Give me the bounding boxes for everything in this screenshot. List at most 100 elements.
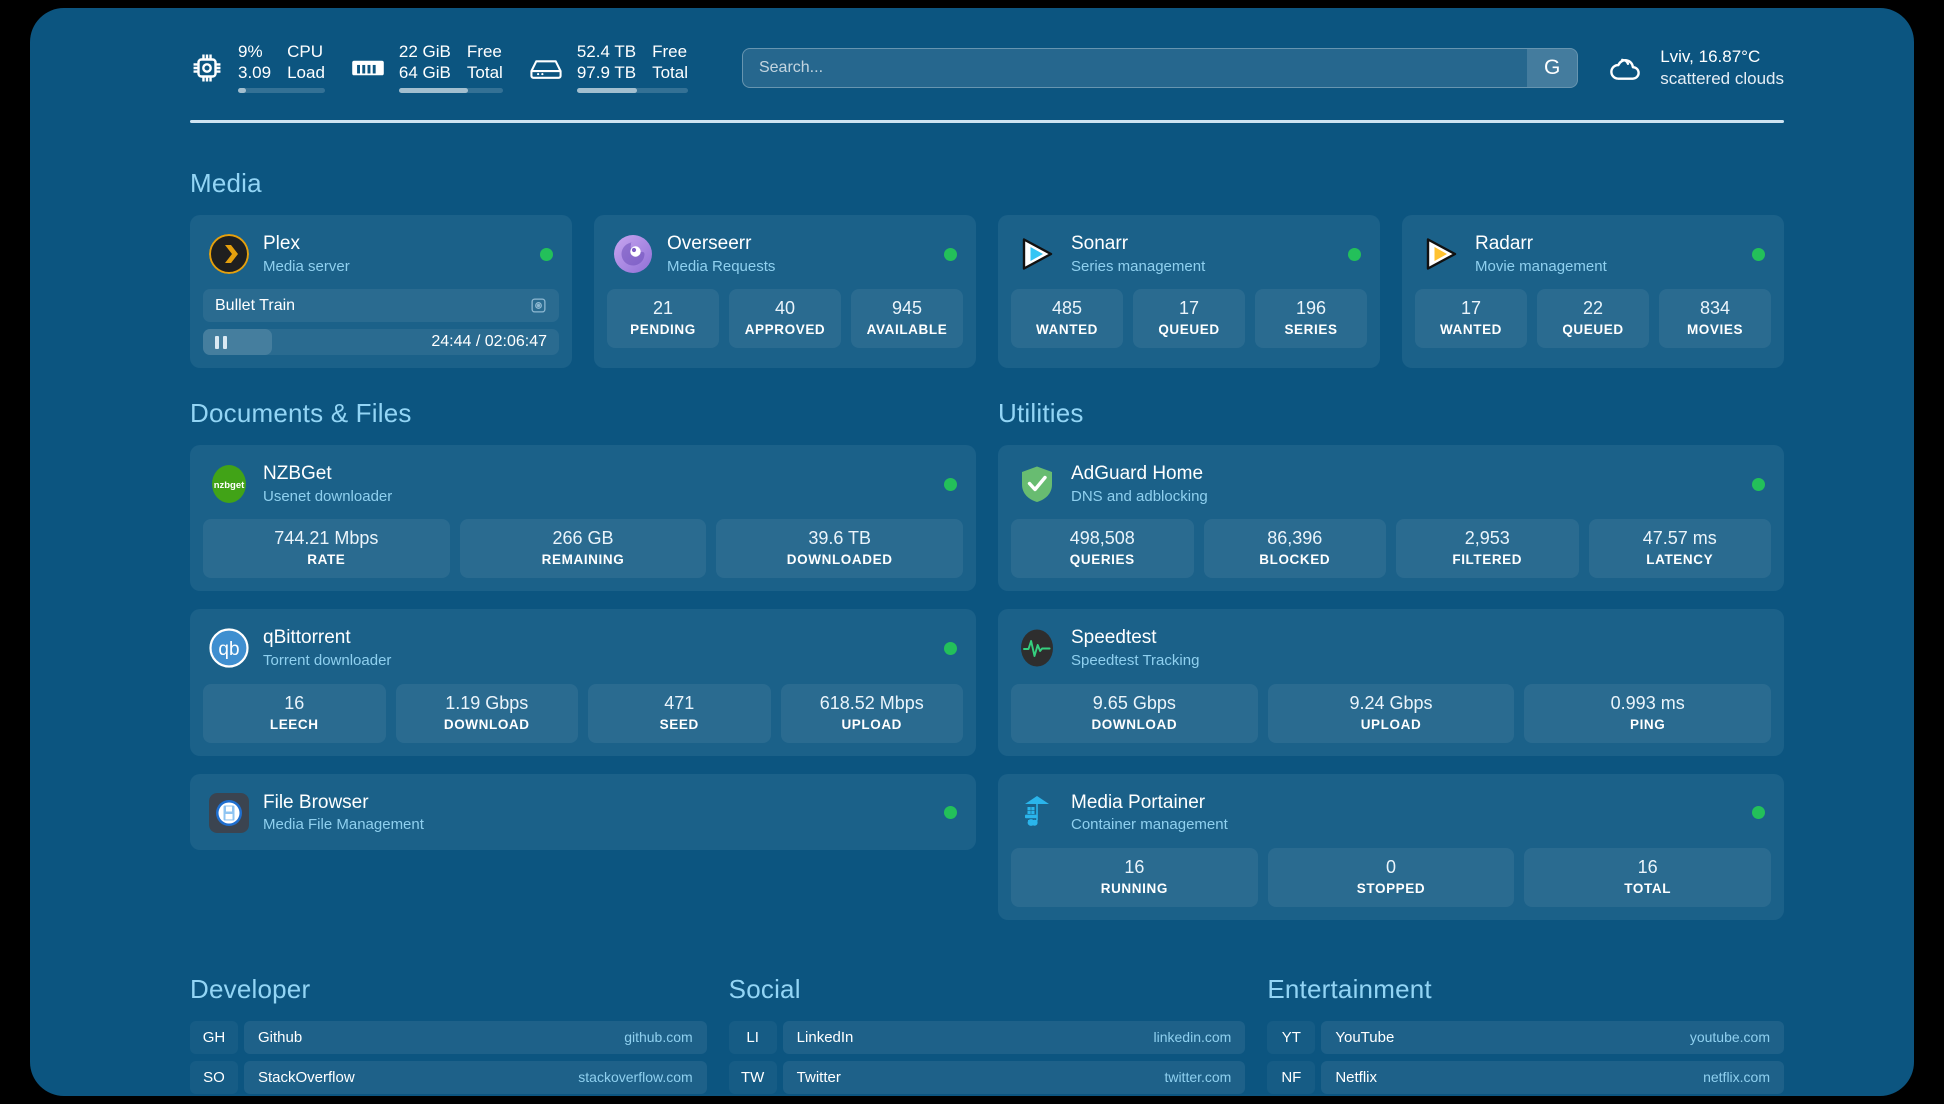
stat-tile: 834 MOVIES (1659, 289, 1771, 349)
bookmark-url: twitter.com (1164, 1069, 1232, 1086)
bookmark-item[interactable]: TW Twitter twitter.com (728, 1060, 1246, 1094)
service-card-nzbget[interactable]: nzbget NZBGet Usenet downloader 744.21 Mbps… (190, 445, 976, 592)
service-card-file-browser[interactable]: File Browser Media File Management (190, 773, 976, 850)
service-stats: 17 WANTED 22 QUEUED 834 MOVIES (1415, 289, 1771, 349)
section-title-media: Media (190, 168, 262, 198)
stat-value: 16 (1637, 856, 1658, 877)
adguard-logo (1017, 464, 1057, 504)
svg-text:nzbget: nzbget (214, 480, 245, 491)
stat-tile: 47.57 ms LATENCY (1588, 519, 1771, 579)
system-stat-block: 9% 3.09 CPU Load (238, 41, 325, 96)
stat-tile: 744.21 Mbps RATE (203, 519, 450, 579)
service-stats: 744.21 Mbps RATE 266 GB REMAINING 39.6 TB DOW… (203, 519, 964, 579)
service-name: qBittorrent (263, 627, 351, 649)
service-card-plex[interactable]: Plex Media server Bullet Train 24:44 / 02:0… (190, 215, 572, 369)
stat-label: TOTAL (1624, 880, 1672, 896)
stat-value: 485 (1051, 298, 1083, 319)
bookmark-item[interactable]: LI LinkedIn linkedin.com (728, 1020, 1246, 1054)
stat-label: DOWNLOADED (786, 552, 893, 568)
pause-icon[interactable] (215, 335, 227, 349)
stat-tile: 17 WANTED (1415, 289, 1527, 349)
service-stats: 21 PENDING 40 APPROVED 945 AVAILABLE (607, 289, 963, 349)
service-card-header: Media Portainer Container management (1011, 787, 1771, 837)
stat-value: 9.24 Gbps (1349, 692, 1433, 713)
system-stat-block: 52.4 TB 97.9 TB Free Total (576, 41, 688, 96)
service-card-media-portainer[interactable]: Media Portainer Container management 16 RUN… (998, 773, 1784, 920)
bookmark-link[interactable]: LinkedIn linkedin.com (782, 1020, 1246, 1054)
system-stat-block: 22 GiB 64 GiB Free Total (398, 41, 503, 96)
system-stat-value-2: 97.9 TB (576, 63, 637, 82)
gear-icon[interactable] (530, 297, 547, 314)
stat-label: RATE (307, 552, 346, 568)
nzbget-logo: nzbget (209, 464, 249, 504)
section-title-documents: Documents & Files (190, 398, 412, 429)
stat-label: UPLOAD (1360, 716, 1422, 732)
overseerr-logo (613, 234, 653, 274)
bookmark-item[interactable]: NF Netflix netflix.com (1267, 1060, 1785, 1094)
status-indicator-online (944, 247, 957, 261)
bookmark-group-title: Social (728, 973, 801, 1004)
dashboard-page: 9% 3.09 CPU Load 22 GiB 64 GiB Free Total 52.4 T… (30, 8, 1914, 1096)
search-submit-button[interactable]: G (1527, 49, 1578, 87)
bookmark-link[interactable]: YouTube youtube.com (1321, 1020, 1785, 1054)
service-card-header: AdGuard Home DNS and adblocking (1011, 458, 1771, 508)
stat-label: WANTED (1035, 322, 1099, 338)
portainer-logo (1017, 793, 1057, 833)
status-indicator-online (1348, 247, 1361, 261)
speedtest-logo (1017, 628, 1057, 668)
system-stat-value-1: 52.4 TB (576, 41, 637, 61)
bookmark-abbr: LI (728, 1020, 777, 1054)
system-stat-label-2: Total (466, 63, 503, 82)
service-card-adguard-home[interactable]: AdGuard Home DNS and adblocking 498,508 QUE… (998, 445, 1784, 592)
system-stat-progress-bar (238, 88, 325, 94)
stat-label: LATENCY (1646, 552, 1714, 568)
section-title-utilities: Utilities (998, 398, 1084, 429)
now-playing-progress-bar[interactable]: 24:44 / 02:06:47 (203, 329, 559, 356)
stat-tile: 498,508 QUERIES (1011, 519, 1194, 579)
stat-value: 47.57 ms (1642, 528, 1717, 549)
service-card-sonarr[interactable]: Sonarr Series management 485 WANTED 17 QUEUED… (998, 215, 1380, 369)
service-card-header: Radarr Movie management (1415, 228, 1771, 278)
bookmark-group-title: Entertainment (1267, 973, 1432, 1004)
bookmark-item[interactable]: GH Github github.com (190, 1020, 707, 1054)
bookmark-url: youtube.com (1689, 1029, 1771, 1046)
bookmark-item[interactable]: SO StackOverflow stackoverflow.com (190, 1060, 707, 1094)
stat-tile: 196 SERIES (1255, 289, 1367, 349)
stat-value: 1.19 Gbps (445, 692, 529, 713)
service-name: AdGuard Home (1071, 463, 1204, 485)
bookmark-name: Github (258, 1028, 303, 1046)
system-stat-label-2: Total (652, 63, 688, 82)
bookmark-link[interactable]: Netflix netflix.com (1321, 1060, 1785, 1094)
service-card-qbittorrent[interactable]: qb qBittorrent Torrent downloader 16 LEECH 1.… (190, 609, 976, 756)
disk-icon (529, 51, 563, 85)
service-name: NZBGet (263, 463, 332, 485)
sonarr-logo (1017, 234, 1057, 274)
stat-label: RUNNING (1100, 880, 1168, 896)
bookmark-link[interactable]: Github github.com (244, 1020, 707, 1054)
bookmark-link[interactable]: Twitter twitter.com (782, 1060, 1246, 1094)
stat-value: 834 (1699, 298, 1731, 319)
system-stat-progress-bar (398, 88, 503, 94)
search-bar[interactable]: G (741, 48, 1579, 88)
media-card-row: Plex Media server Bullet Train 24:44 / 02:0… (190, 215, 1784, 369)
bookmark-abbr: TW (728, 1060, 777, 1094)
service-card-header: Plex Media server (203, 228, 559, 278)
bookmark-abbr: GH (190, 1020, 238, 1054)
now-playing-time: 24:44 / 02:06:47 (431, 333, 547, 351)
cpu-icon (190, 51, 224, 85)
service-card-overseerr[interactable]: Overseerr Media Requests 21 PENDING 40 APPROV… (594, 215, 976, 369)
service-stats: 498,508 QUERIES 86,396 BLOCKED 2,953 FILTERED… (1011, 519, 1771, 579)
service-card-radarr[interactable]: Radarr Movie management 17 WANTED 22 QUEUED 83… (1402, 215, 1784, 369)
service-card-speedtest[interactable]: Speedtest Speedtest Tracking 9.65 Gbps DOWN… (998, 609, 1784, 756)
bookmark-link[interactable]: StackOverflow stackoverflow.com (244, 1060, 707, 1094)
stat-label: QUEUED (1158, 322, 1220, 338)
system-stat-progress-bar (576, 88, 688, 94)
bookmark-abbr: SO (190, 1060, 238, 1094)
weather-widget: Lviv, 16.87°C scattered clouds (1606, 46, 1784, 90)
bookmark-item[interactable]: YT YouTube youtube.com (1267, 1020, 1785, 1054)
search-input[interactable] (742, 49, 1528, 87)
stat-tile: 471 SEED (588, 683, 771, 743)
stat-tile: 17 QUEUED (1133, 289, 1245, 349)
stat-label: QUEUED (1562, 322, 1624, 338)
status-indicator-online (1752, 806, 1765, 820)
